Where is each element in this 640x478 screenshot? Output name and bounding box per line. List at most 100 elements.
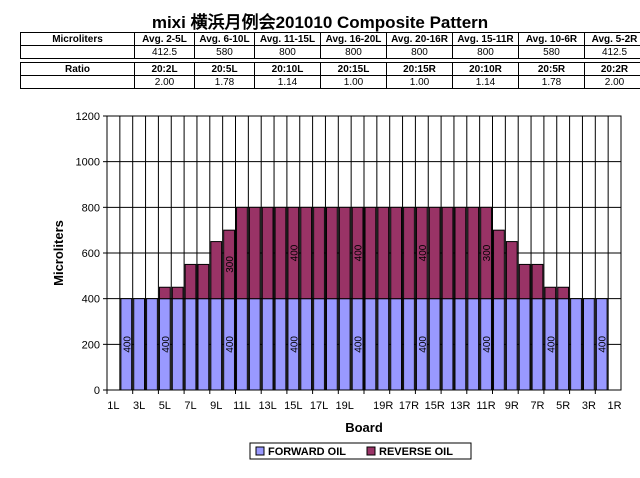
reverse-oil-bar — [467, 206, 480, 300]
x-tick-label: 17L — [310, 400, 328, 412]
x-tick-label: 7R — [530, 400, 544, 412]
ratio-value-cell: 1.00 — [320, 75, 387, 89]
x-tick-label: 15L — [284, 400, 302, 412]
reverse-oil-bar — [236, 206, 248, 300]
bar-data-label: 400 — [161, 336, 172, 353]
reverse-oil-bar — [274, 206, 287, 300]
microliters-value-row: 412.5 580 800 800 800 800 580 412.5 — [20, 45, 640, 59]
reverse-oil-bar — [557, 286, 570, 300]
forward-oil-legend-swatch — [255, 446, 265, 456]
bar-data-label: 400 — [418, 244, 429, 261]
x-tick-label: 5R — [556, 400, 570, 412]
bar-data-label: 400 — [546, 336, 557, 353]
chart-title: mixi 横浜月例会201010 Composite Pattern — [151, 13, 489, 32]
forward-oil-legend-label: FORWARD OIL — [268, 446, 346, 458]
forward-oil-bar — [171, 298, 184, 391]
y-tick-label: 200 — [82, 339, 100, 351]
x-tick-label: 9L — [210, 400, 222, 412]
bar-data-label: 400 — [354, 244, 365, 261]
bar-data-label: 300 — [225, 256, 236, 273]
y-tick-label: 1000 — [76, 157, 100, 169]
reverse-oil-bar — [261, 206, 274, 300]
forward-oil-bar — [505, 298, 518, 391]
forward-oil-bar — [133, 298, 146, 391]
forward-oil-bar — [146, 298, 158, 391]
reverse-oil-bar — [531, 263, 544, 300]
forward-oil-bar — [184, 298, 197, 391]
x-tick-label: 11R — [476, 400, 495, 412]
forward-oil-bar — [557, 298, 570, 391]
y-tick-label: 600 — [82, 248, 100, 260]
forward-oil-bar — [518, 298, 531, 391]
oil-pattern-table: Microliters Avg. 2-5L Avg. 6-10L Avg. 11-15… — [20, 32, 640, 89]
reverse-oil-bar — [505, 241, 518, 300]
reverse-oil-bar — [338, 206, 351, 300]
x-tick-label: 15R — [425, 400, 445, 412]
bar-data-label: 400 — [418, 336, 429, 353]
forward-oil-bar — [467, 298, 480, 391]
x-tick-label: 7L — [184, 400, 196, 412]
reverse-oil-bar — [441, 206, 454, 300]
y-tick-label: 800 — [82, 202, 100, 214]
forward-oil-bar — [441, 298, 454, 391]
forward-oil-bar — [210, 298, 223, 391]
x-tick-label: 13R — [450, 400, 470, 412]
forward-oil-bar — [338, 298, 351, 391]
x-tick-label: 1R — [608, 400, 622, 412]
bar-data-label: 300 — [482, 244, 493, 261]
reverse-oil-bar — [364, 206, 377, 300]
x-axis-title: Board — [345, 420, 383, 435]
y-tick-label: 400 — [82, 294, 100, 306]
forward-oil-bar — [582, 298, 595, 391]
forward-oil-bar — [390, 298, 403, 391]
reverse-oil-bar — [390, 206, 403, 300]
reverse-oil-bar — [184, 263, 197, 300]
forward-oil-bar — [274, 298, 287, 391]
forward-oil-bar — [531, 298, 544, 391]
bar-data-label: 400 — [289, 244, 300, 261]
forward-oil-bar — [493, 298, 505, 391]
reverse-oil-legend-swatch — [366, 446, 376, 456]
bar-data-label: 400 — [598, 336, 609, 353]
reverse-oil-bar — [415, 206, 428, 300]
y-tick-label: 0 — [94, 385, 100, 397]
y-tick-label: 1200 — [76, 111, 100, 123]
x-tick-label: 3R — [582, 400, 596, 412]
legend-box — [249, 442, 472, 460]
reverse-oil-legend-label: REVERSE OIL — [379, 446, 453, 458]
forward-oil-bar — [403, 298, 415, 391]
x-tick-label: 19L — [336, 400, 354, 412]
forward-oil-bar — [377, 298, 390, 391]
reverse-oil-bar — [223, 229, 235, 300]
forward-oil-bar — [364, 298, 377, 391]
reverse-oil-bar — [325, 206, 338, 300]
forward-oil-bar — [313, 298, 325, 391]
reverse-oil-bar — [377, 206, 390, 300]
reverse-oil-bar — [158, 286, 171, 300]
ratio-value-cell: 2.00 — [584, 75, 640, 89]
reverse-oil-bar — [171, 286, 184, 300]
forward-oil-bar — [570, 298, 582, 391]
ratio-header-row: Ratio 20:2L 20:5L 20:10L 20:15L 20:15R 20:10R 2… — [20, 62, 640, 76]
ratio-value-row: 2.00 1.78 1.14 1.00 1.00 1.14 1.78 2.00 — [20, 75, 640, 89]
x-tick-label: 19R — [373, 400, 393, 412]
reverse-oil-bar — [428, 206, 441, 300]
reverse-oil-bar — [544, 286, 557, 300]
x-tick-label: 9R — [505, 400, 519, 412]
y-axis-title: Microliters — [51, 220, 66, 286]
x-tick-label: 11L — [233, 400, 251, 412]
ratio-value-cell: 1.78 — [518, 75, 585, 89]
forward-oil-bar — [454, 298, 467, 391]
bar-data-label: 400 — [122, 336, 133, 353]
reverse-oil-bar — [300, 206, 313, 300]
bar-data-label: 400 — [482, 336, 493, 353]
x-tick-label: 1L — [107, 400, 119, 412]
reverse-oil-bar — [287, 206, 300, 300]
bar-data-label: 400 — [289, 336, 300, 353]
forward-oil-bar — [261, 298, 274, 391]
reverse-oil-bar — [197, 263, 210, 300]
reverse-oil-bar — [210, 241, 223, 300]
reverse-oil-bar — [403, 206, 415, 300]
bar-data-label: 400 — [225, 336, 236, 353]
